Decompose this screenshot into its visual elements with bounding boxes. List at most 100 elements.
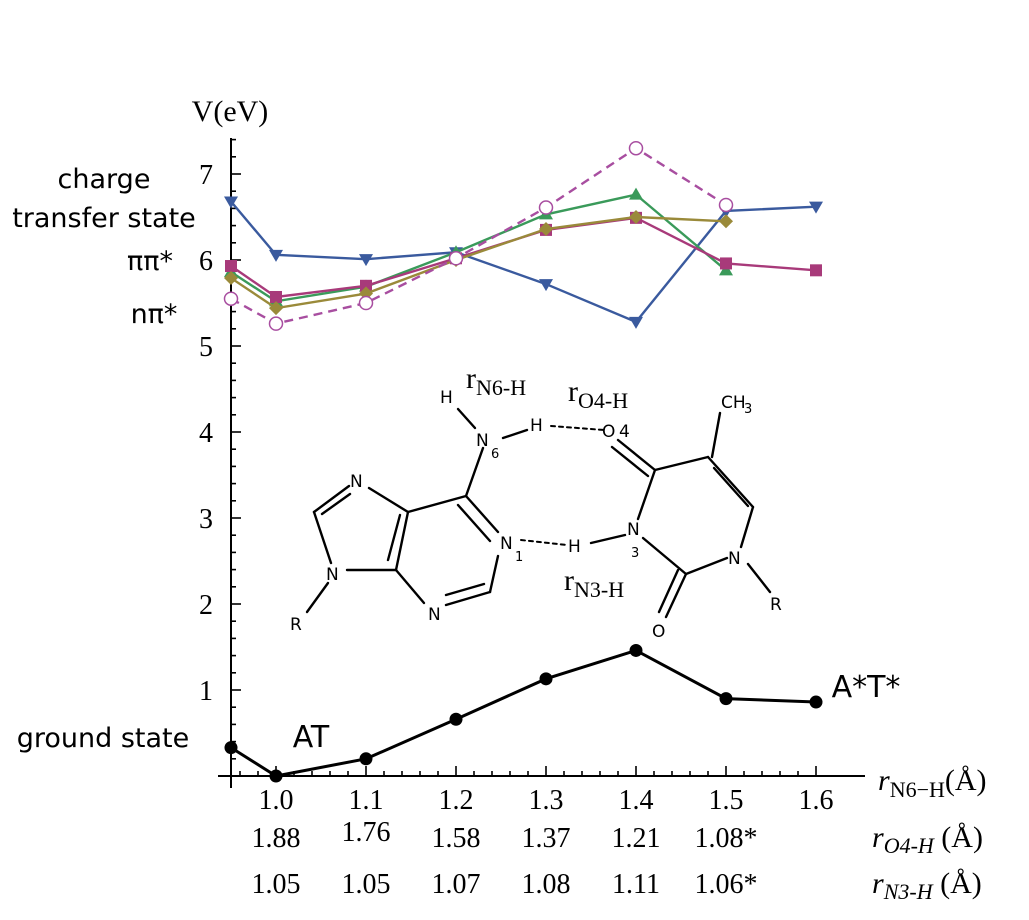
- secondary-row-1-value: 1.08: [522, 869, 571, 900]
- bond-C5-C6-double: [712, 466, 750, 508]
- atom-O4: O: [602, 422, 615, 442]
- data-point: [449, 712, 463, 726]
- series-line: [230, 193, 727, 303]
- label-r-N6-H-sub: N6-H: [476, 375, 526, 400]
- data-point: [358, 295, 374, 311]
- data-point: [809, 695, 823, 709]
- atom-O4-sub: 4: [619, 422, 630, 442]
- secondary-row-0-label: rO4-H (Å): [872, 821, 983, 858]
- y-tick-label: 3: [199, 504, 213, 535]
- x-axis-label-sub: N6−H: [890, 777, 945, 802]
- data-point: [810, 264, 822, 277]
- y-tick-labels: 1 2 3 4 5 6 7: [199, 160, 213, 707]
- label-r-O4-H: rO4-H: [568, 375, 628, 413]
- bond-N3-C4: [394, 568, 426, 605]
- atom-N6-sub: 6: [491, 447, 499, 462]
- bond-C4-O4-double: [610, 445, 650, 478]
- annotations: AT A*T*: [293, 670, 901, 755]
- x-axis-label-unit: (Å): [945, 764, 987, 797]
- state-label: transfer state: [12, 203, 196, 234]
- series-4: [223, 140, 734, 331]
- bond-C6-N1: [464, 494, 500, 534]
- x-axis-label: rN6−H(Å): [878, 764, 987, 802]
- secondary-row-1-value: 1.06*: [695, 869, 758, 900]
- bond-N9-R: [305, 581, 330, 614]
- y-tick-label: 6: [199, 246, 213, 277]
- atom-N9: N: [326, 565, 339, 585]
- series-3: [224, 210, 733, 316]
- label-r-N3-H: rN3-H: [564, 564, 624, 602]
- bond-C6-N1-double: [456, 503, 492, 543]
- data-point: [268, 316, 284, 331]
- series-layer: [223, 140, 823, 783]
- state-labels: charge transfer state ππ* nπ* ground state: [12, 164, 196, 754]
- bond-C2-N3-double: [444, 582, 486, 597]
- bond-C6-N1-thy: [739, 505, 755, 549]
- y-tick-label: 5: [199, 332, 213, 363]
- atom-CH3-sub: 3: [744, 402, 752, 417]
- molecule-labels: H N 6 H O 4 CH 3 N N R N N 1 H N 3 N R O…: [290, 362, 782, 642]
- bond-N6-H: [501, 428, 529, 440]
- y-axis-title: V(eV): [192, 95, 269, 128]
- data-point: [629, 643, 643, 657]
- data-point: [629, 316, 643, 329]
- secondary-row-0-value: 1.08*: [695, 823, 758, 854]
- x-axis-label-symbol: r: [878, 764, 890, 797]
- molecule-diagram: [305, 407, 772, 619]
- hbond-N1-H: [520, 539, 568, 546]
- data-point: [629, 210, 643, 224]
- bond-N3-H: [589, 533, 627, 545]
- series-1: [224, 187, 733, 307]
- secondary-row-1-value: 1.07: [432, 869, 481, 900]
- state-label: charge: [58, 164, 151, 195]
- data-point: [719, 692, 733, 706]
- data-point: [224, 271, 238, 286]
- bond-N1-R: [746, 562, 772, 594]
- bond-C2-N3-thy: [641, 536, 688, 576]
- bond-N3-C4-thy: [636, 468, 657, 521]
- hbond-H-O4: [550, 425, 605, 431]
- secondary-row-1-symbol: r: [872, 867, 884, 900]
- atom-N1-thymine: N: [728, 549, 741, 569]
- secondary-row-0-symbol: r: [872, 821, 884, 854]
- data-point: [539, 222, 553, 237]
- y-tick-label: 7: [199, 160, 213, 191]
- data-point: [448, 251, 464, 266]
- label-r-O4-H-symbol: r: [568, 375, 578, 408]
- data-point: [224, 196, 238, 209]
- bond-N6-C6: [464, 446, 485, 498]
- atom-CH3: CH: [721, 393, 746, 413]
- data-point: [359, 752, 373, 766]
- secondary-row-1-label: rN3-H (Å): [872, 867, 982, 904]
- data-point: [269, 301, 283, 316]
- bond-H-N6: [456, 407, 477, 430]
- bond-N1-C2: [488, 554, 500, 594]
- secondary-row-0-unit: (Å): [934, 821, 983, 854]
- x-tick-label: 1.5: [709, 785, 744, 816]
- secondary-row-1-value: 1.05: [342, 869, 391, 900]
- secondary-row-0-value: 1.21: [612, 823, 661, 854]
- bond-C4-C5-thy: [653, 455, 710, 472]
- data-point: [359, 254, 373, 267]
- atom-R-right: R: [770, 595, 782, 615]
- secondary-row-0-sub: O4-H: [884, 833, 935, 858]
- data-point: [538, 200, 554, 215]
- bond-C5-C6: [406, 494, 468, 514]
- series-0: [224, 196, 823, 329]
- x-tick-label: 1.1: [349, 785, 384, 816]
- axes: [218, 138, 865, 788]
- data-point: [224, 741, 238, 755]
- atom-N3-adenine: N: [428, 605, 441, 625]
- atom-N1-sub: 1: [515, 550, 523, 565]
- atom-N1: N: [500, 534, 513, 554]
- label-r-N3-H-sub: N3-H: [574, 577, 624, 602]
- bond-N7-C8: [312, 484, 351, 514]
- atom-N7: N: [350, 472, 363, 492]
- x-tick-label: 1.3: [529, 785, 564, 816]
- annotation: AT: [293, 720, 330, 755]
- bond-C4-C5: [394, 510, 410, 572]
- series-line: [230, 648, 817, 778]
- data-point: [270, 290, 282, 303]
- label-r-N3-H-symbol: r: [564, 564, 574, 597]
- secondary-row-1-value: 1.05: [252, 869, 301, 900]
